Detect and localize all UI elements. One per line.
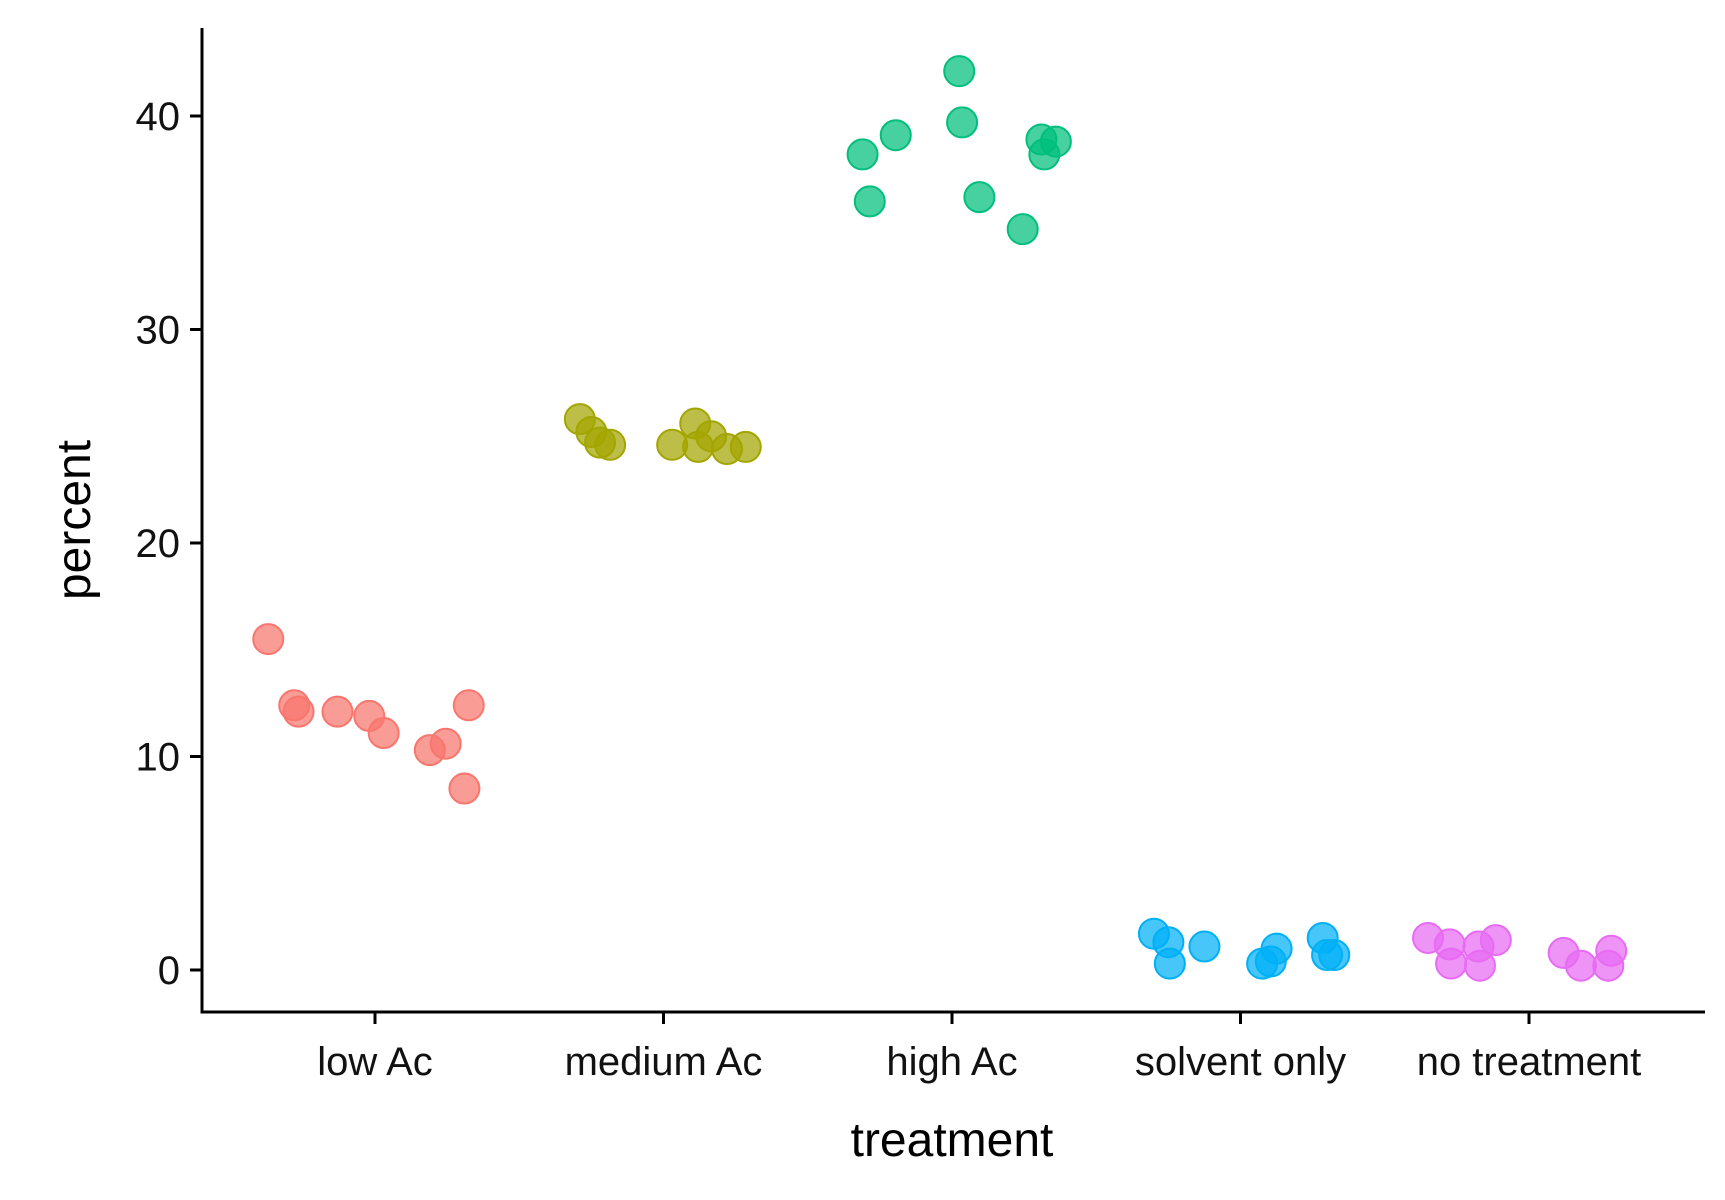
- point-no-treatment: [1479, 924, 1512, 957]
- point-medium-ac: [729, 430, 762, 463]
- point-solvent-only: [1318, 939, 1351, 972]
- x-tick-label: high Ac: [886, 1040, 1017, 1084]
- point-high-ac: [943, 55, 976, 88]
- y-axis-title: percent: [48, 440, 101, 600]
- x-tick-label: solvent only: [1135, 1040, 1346, 1084]
- y-tick-label: 0: [158, 949, 180, 993]
- x-tick-label: low Ac: [317, 1040, 433, 1084]
- points-layer: [252, 55, 1628, 982]
- y-tick-label: 30: [136, 309, 181, 353]
- point-high-ac: [963, 181, 996, 214]
- point-high-ac: [946, 106, 979, 139]
- point-high-ac: [879, 119, 912, 152]
- point-low-ac: [252, 623, 285, 656]
- point-low-ac: [448, 772, 481, 805]
- point-medium-ac: [594, 428, 627, 461]
- point-high-ac: [1006, 213, 1039, 246]
- y-tick-label: 20: [136, 522, 181, 566]
- x-tick-label: no treatment: [1417, 1040, 1642, 1084]
- point-high-ac: [1039, 125, 1072, 158]
- point-low-ac: [282, 695, 315, 728]
- point-high-ac: [853, 185, 886, 218]
- point-low-ac: [429, 727, 462, 760]
- y-tick-label: 10: [136, 736, 181, 780]
- point-no-treatment: [1564, 949, 1597, 982]
- x-axis-title: treatment: [851, 1114, 1054, 1167]
- x-axis-ticks: low Ac medium Ac high Ac solvent only no tre…: [317, 1012, 1641, 1084]
- y-axis-ticks: 0 10 20 30 40: [136, 95, 202, 993]
- point-low-ac: [452, 689, 485, 722]
- point-no-treatment: [1435, 947, 1468, 980]
- point-solvent-only: [1260, 932, 1293, 965]
- point-low-ac: [367, 717, 400, 750]
- y-tick-label: 40: [136, 95, 181, 139]
- point-no-treatment: [1463, 949, 1496, 982]
- point-low-ac: [321, 695, 354, 728]
- point-solvent-only: [1153, 947, 1186, 980]
- x-tick-label: medium Ac: [565, 1040, 763, 1084]
- point-no-treatment: [1595, 934, 1628, 967]
- point-high-ac: [846, 138, 879, 171]
- point-solvent-only: [1188, 930, 1221, 963]
